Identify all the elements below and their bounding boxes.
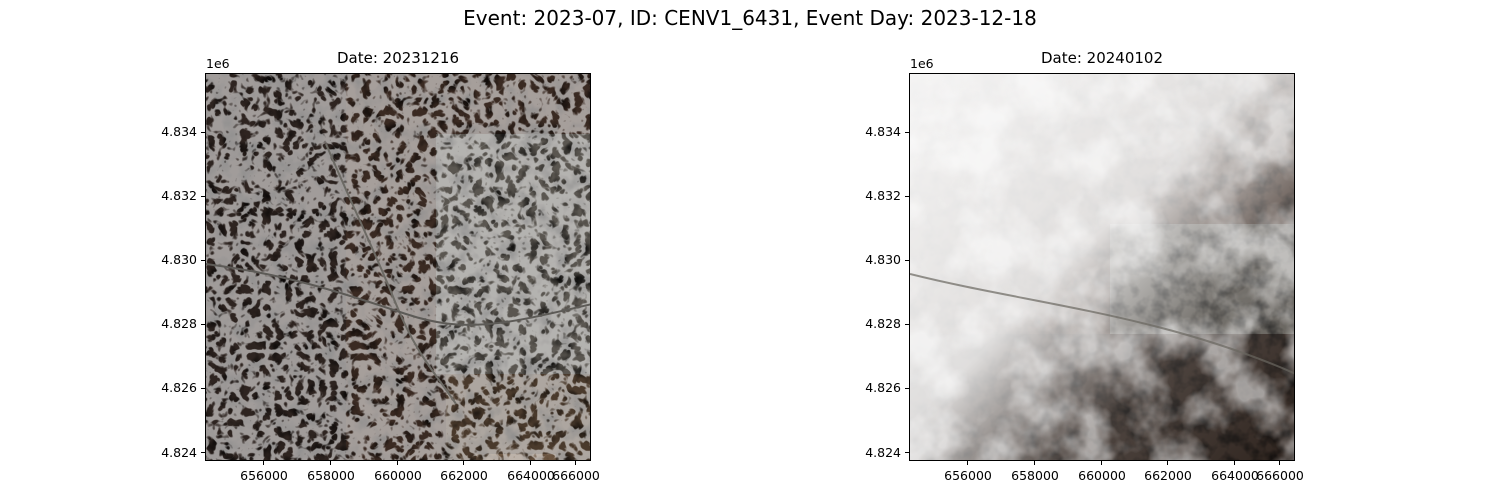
left-xtick-label: 656000 (240, 468, 288, 483)
left-xtick-mark (463, 461, 464, 465)
left-ytick-label: 4.834 (161, 124, 197, 139)
left-ytick-label: 4.826 (161, 380, 197, 395)
right-ytick-mark (905, 132, 909, 133)
figure-suptitle: Event: 2023-07, ID: CENV1_6431, Event Da… (463, 6, 1037, 30)
right-ytick-label: 4.828 (865, 316, 901, 331)
right-panel: Date: 20240102 1e6 (704, 0, 1304, 500)
left-ytick-mark (201, 260, 205, 261)
right-xtick-mark (1279, 461, 1280, 465)
left-ytick-label: 4.828 (161, 316, 197, 331)
right-ytick-label: 4.834 (865, 124, 901, 139)
right-satellite-image (909, 73, 1295, 461)
left-y-offset-label: 1e6 (206, 56, 230, 71)
left-ytick-label: 4.832 (161, 188, 197, 203)
right-ytick-mark (905, 452, 909, 453)
right-ytick-label: 4.824 (865, 445, 901, 460)
left-xtick-mark (397, 461, 398, 465)
left-xtick-label: 660000 (374, 468, 422, 483)
left-panel-title: Date: 20231216 (336, 49, 460, 67)
left-ytick-mark (201, 324, 205, 325)
left-xtick-label: 666000 (552, 468, 600, 483)
right-xtick-label: 660000 (1078, 468, 1126, 483)
right-ytick-mark (905, 324, 909, 325)
right-xtick-label: 664000 (1211, 468, 1259, 483)
right-ytick-mark (905, 196, 909, 197)
left-ytick-mark (201, 388, 205, 389)
right-xtick-label: 666000 (1256, 468, 1304, 483)
left-satellite-image (205, 73, 591, 461)
right-xtick-mark (1034, 461, 1035, 465)
left-xtick-mark (330, 461, 331, 465)
left-xtick-mark (530, 461, 531, 465)
left-xtick-label: 658000 (307, 468, 355, 483)
left-xtick-mark (263, 461, 264, 465)
left-ytick-mark (201, 132, 205, 133)
left-ytick-label: 4.824 (161, 445, 197, 460)
right-xtick-mark (1101, 461, 1102, 465)
left-ytick-mark (201, 196, 205, 197)
right-ytick-label: 4.830 (865, 252, 901, 267)
left-xtick-label: 662000 (440, 468, 488, 483)
right-ytick-label: 4.826 (865, 380, 901, 395)
left-xtick-mark (575, 461, 576, 465)
right-ytick-mark (905, 260, 909, 261)
right-y-offset-label: 1e6 (910, 56, 934, 71)
right-xtick-label: 656000 (944, 468, 992, 483)
left-panel: Date: 20231216 1e6 (0, 0, 600, 500)
right-ytick-mark (905, 388, 909, 389)
right-xtick-mark (1234, 461, 1235, 465)
right-xtick-mark (967, 461, 968, 465)
left-ytick-label: 4.830 (161, 252, 197, 267)
right-ytick-label: 4.832 (865, 188, 901, 203)
left-xtick-label: 664000 (507, 468, 555, 483)
right-xtick-mark (1167, 461, 1168, 465)
right-panel-title: Date: 20240102 (1040, 49, 1164, 67)
right-xtick-label: 658000 (1011, 468, 1059, 483)
right-xtick-label: 662000 (1144, 468, 1192, 483)
left-ytick-mark (201, 452, 205, 453)
